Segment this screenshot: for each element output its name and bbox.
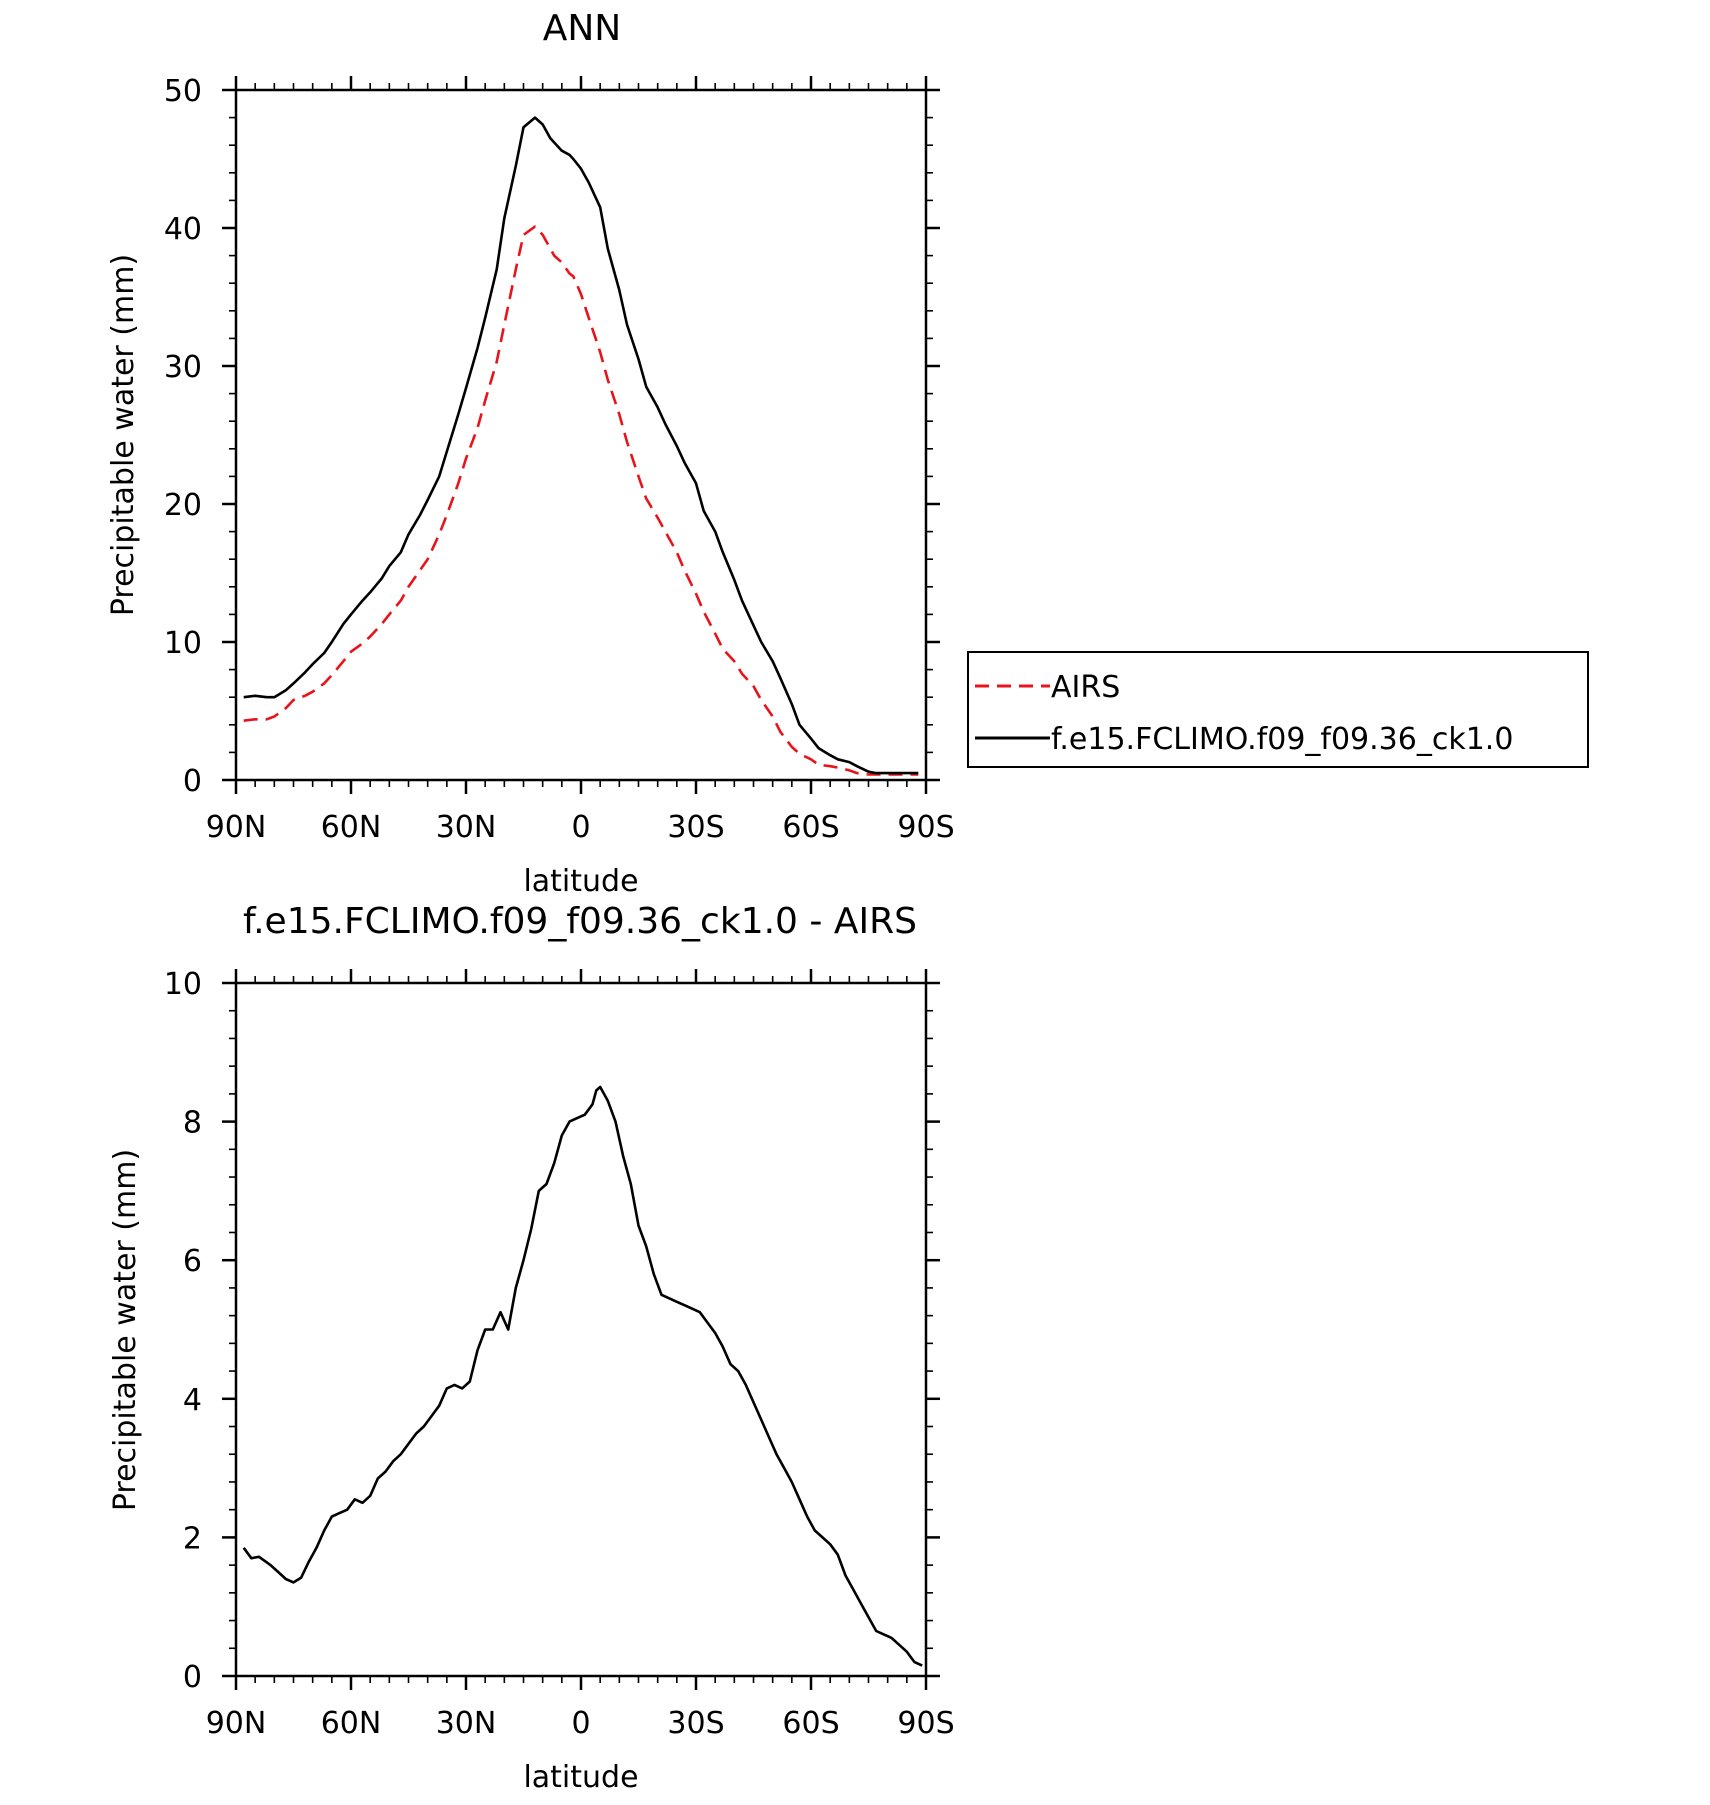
top-x-tick-label: 90N [206, 810, 267, 845]
bottom-y-tick-label: 0 [183, 1660, 202, 1695]
bottom-series-lines [242, 1085, 923, 1667]
top-x-tick-label: 0 [571, 810, 590, 845]
top-y-tick-label: 10 [164, 626, 202, 661]
top-x-tick-label: 60S [782, 810, 839, 845]
bottom-plot-frame [234, 981, 928, 1678]
top-chart-panel: ANN 90N 60N 30N 0 30S 60S 90S 0 10 20 30 40 50 lati… [106, 8, 1589, 899]
top-y-tick-label: 30 [164, 350, 202, 385]
bottom-x-tick-label: 60N [321, 1706, 382, 1741]
bottom-y-tick-label: 10 [164, 967, 202, 1002]
top-x-tick-label: 30S [667, 810, 724, 845]
bottom-x-tick-label: 30N [436, 1706, 497, 1741]
top-plot-frame [234, 88, 928, 782]
bottom-x-tick-label: 0 [571, 1706, 590, 1741]
top-x-tick-label: 90S [897, 810, 954, 845]
legend-label-model: f.e15.FCLIMO.f09_f09.36_ck1.0 [1051, 722, 1513, 757]
top-series-lines [243, 116, 919, 776]
top-y-tick-label: 50 [164, 74, 202, 109]
top-y-tick-label: 20 [164, 488, 202, 523]
bottom-x-tick-label: 60S [782, 1706, 839, 1741]
bottom-chart-panel: f.e15.FCLIMO.f09_f09.36_ck1.0 - AIRS 90N… [108, 901, 955, 1795]
bottom-x-tick-label: 90S [897, 1706, 954, 1741]
top-y-axis-title: Precipitable water (mm) [106, 254, 141, 616]
top-series-line-f-e15-fclimo-f09-f09-36-ck1-0 [243, 116, 919, 775]
bottom-axis-ticks [222, 969, 940, 1690]
bottom-x-tick-label: 30S [667, 1706, 724, 1741]
top-y-tick-label: 0 [183, 764, 202, 799]
legend-label-airs: AIRS [1051, 670, 1120, 705]
bottom-y-tick-label: 6 [183, 1244, 202, 1279]
bottom-y-tick-labels: 0 2 4 6 8 10 [164, 967, 202, 1695]
top-x-tick-label: 60N [321, 810, 382, 845]
top-axis-ticks [222, 76, 940, 794]
bottom-series-line-series-0 [242, 1085, 923, 1667]
bottom-y-tick-label: 2 [183, 1521, 202, 1556]
bottom-x-axis-title: latitude [523, 1760, 638, 1795]
bottom-x-tick-label: 90N [206, 1706, 267, 1741]
top-y-tick-label: 40 [164, 212, 202, 247]
top-x-tick-labels: 90N 60N 30N 0 30S 60S 90S [206, 810, 955, 845]
bottom-y-axis-title: Precipitable water (mm) [108, 1149, 143, 1511]
legend-box [967, 651, 1589, 768]
bottom-y-tick-label: 4 [183, 1383, 202, 1418]
bottom-chart-title: f.e15.FCLIMO.f09_f09.36_ck1.0 - AIRS [243, 901, 917, 942]
legend: AIRS f.e15.FCLIMO.f09_f09.36_ck1.0 [967, 651, 1589, 768]
top-y-tick-labels: 0 10 20 30 40 50 [164, 74, 202, 799]
bottom-x-tick-labels: 90N 60N 30N 0 30S 60S 90S [206, 1706, 955, 1741]
bottom-y-tick-label: 8 [183, 1106, 202, 1141]
top-series-line-airs [243, 225, 919, 776]
top-x-tick-label: 30N [436, 810, 497, 845]
top-chart-title: ANN [543, 8, 622, 49]
top-x-axis-title: latitude [523, 864, 638, 899]
